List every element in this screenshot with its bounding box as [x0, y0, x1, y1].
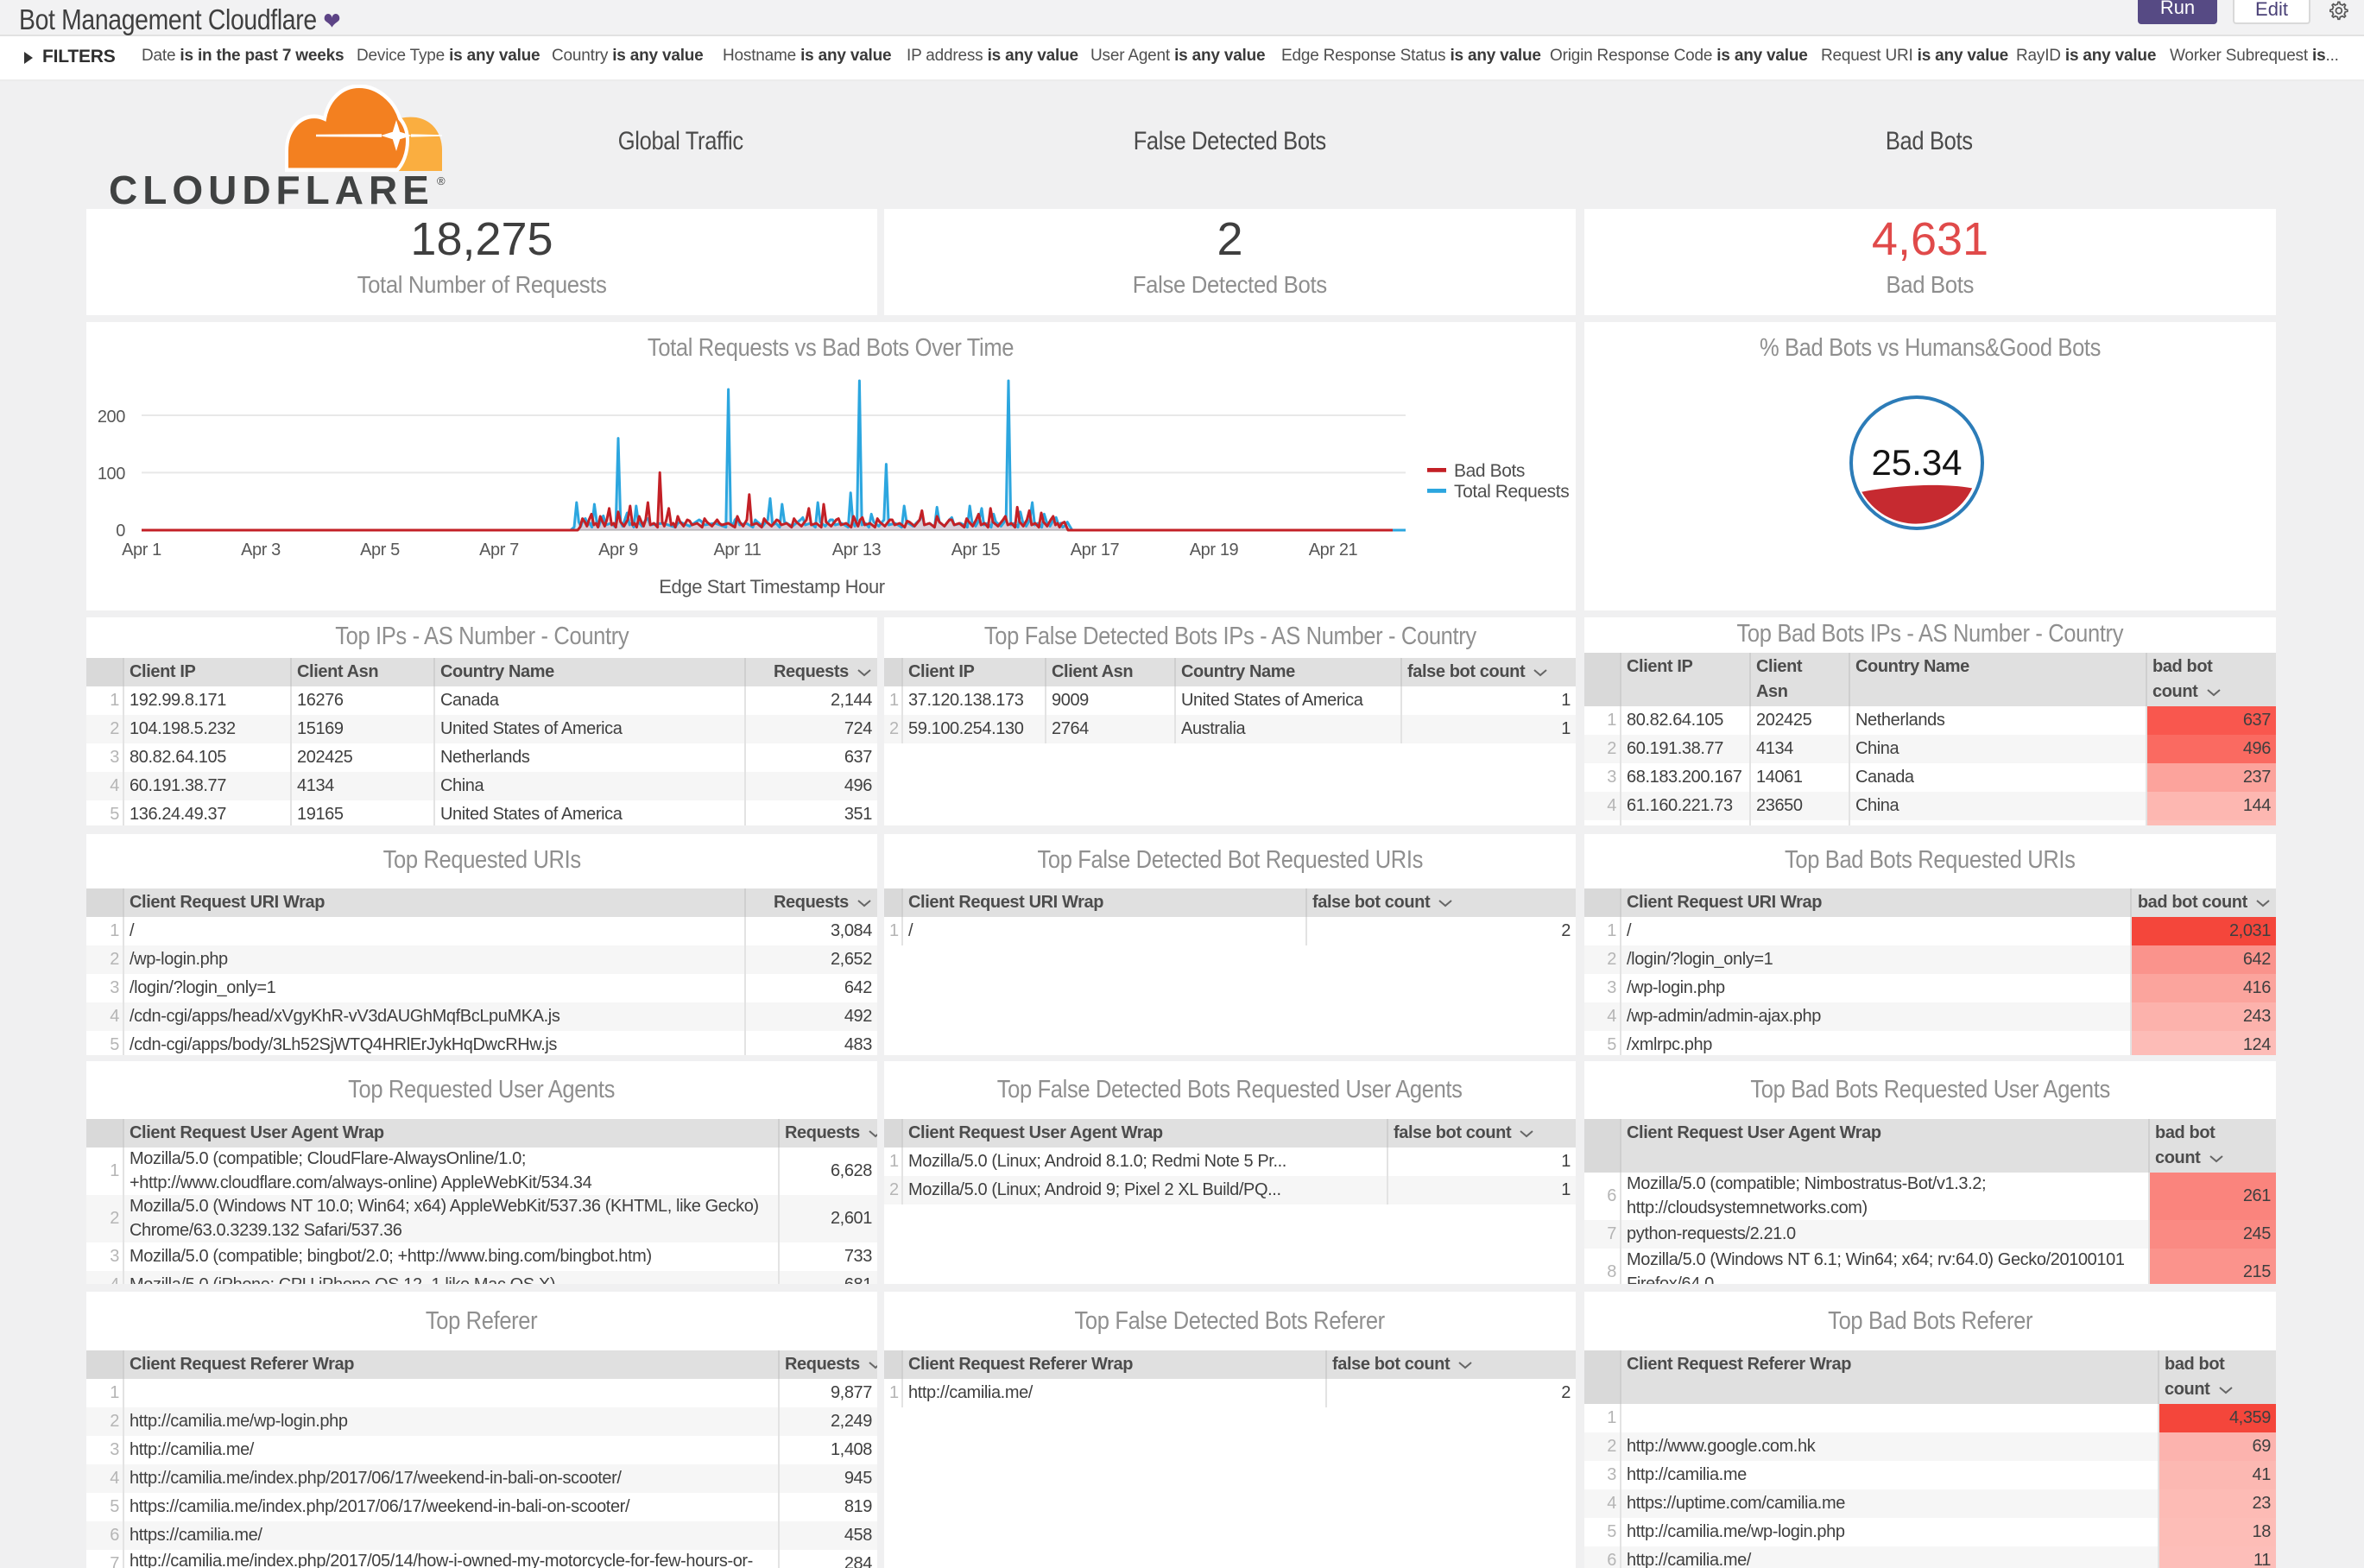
svg-text:0: 0 — [116, 522, 125, 541]
svg-text:Bad Bots: Bad Bots — [1454, 461, 1525, 481]
svg-text:Apr 7: Apr 7 — [479, 541, 519, 560]
svg-text:200: 200 — [98, 408, 125, 427]
svg-text:CLOUDFLARE: CLOUDFLARE — [109, 168, 434, 212]
svg-text:Edge Start Timestamp Hour: Edge Start Timestamp Hour — [659, 576, 885, 597]
svg-text:Total Requests: Total Requests — [1454, 482, 1569, 502]
svg-text:100: 100 — [98, 465, 125, 484]
svg-text:Apr 15: Apr 15 — [951, 541, 1001, 560]
svg-text:Apr 3: Apr 3 — [241, 541, 281, 560]
svg-text:®: ® — [437, 174, 446, 187]
svg-text:Apr 1: Apr 1 — [122, 541, 161, 560]
svg-text:Apr 19: Apr 19 — [1190, 541, 1239, 560]
svg-text:Apr 9: Apr 9 — [598, 541, 638, 560]
svg-text:Apr 17: Apr 17 — [1071, 541, 1120, 560]
svg-text:Apr 13: Apr 13 — [832, 541, 882, 560]
svg-text:Apr 5: Apr 5 — [360, 541, 400, 560]
svg-text:Apr 11: Apr 11 — [713, 541, 761, 560]
svg-text:Apr 21: Apr 21 — [1309, 541, 1358, 560]
svg-text:25.34: 25.34 — [1871, 442, 1962, 483]
